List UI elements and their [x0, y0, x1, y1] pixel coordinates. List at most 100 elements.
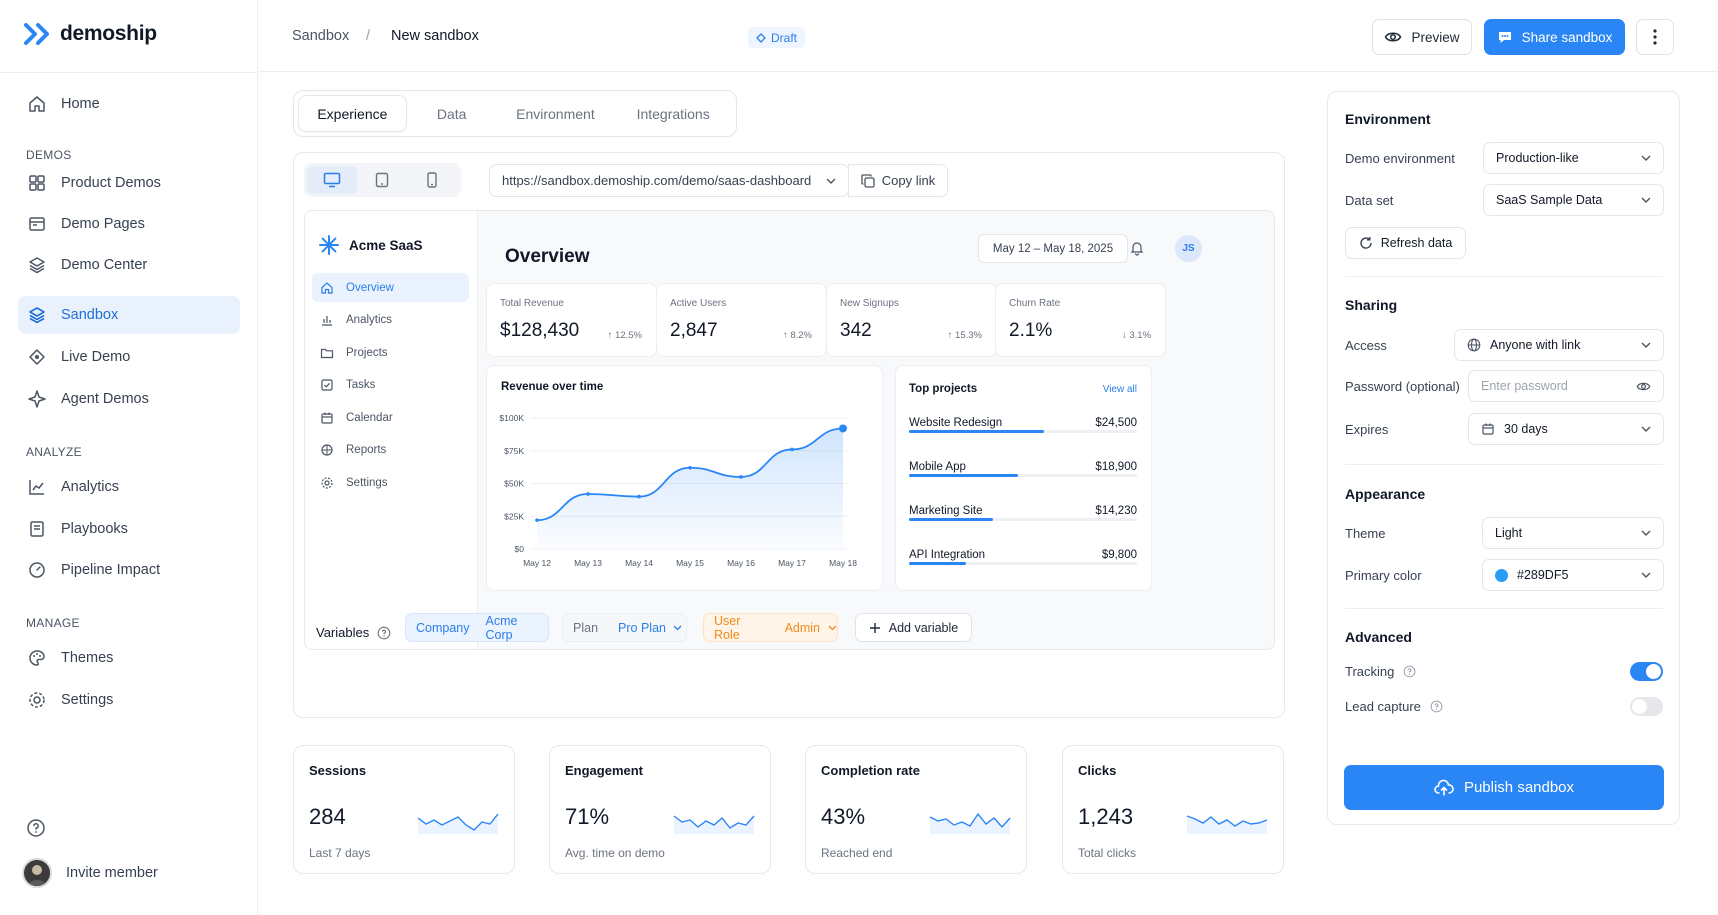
- primary-color-select[interactable]: #289DF5: [1482, 559, 1664, 591]
- preview-button[interactable]: Preview: [1372, 19, 1472, 55]
- demo-environment-select[interactable]: Production-like: [1483, 142, 1664, 174]
- sparkline: [1186, 815, 1268, 834]
- expires-select[interactable]: 30 days: [1468, 413, 1664, 445]
- url-dropdown[interactable]: https://sandbox.demoship.com/demo/saas-d…: [489, 164, 849, 197]
- sidebar-item-settings[interactable]: Settings: [18, 681, 240, 719]
- preview-nav-calendar[interactable]: Calendar: [312, 403, 469, 432]
- sidebar-item-live-demo[interactable]: Live Demo: [18, 338, 240, 376]
- mobile-icon: [427, 172, 437, 188]
- variable-company-chip[interactable]: Company Acme Corp: [405, 613, 549, 642]
- variable-plan-chip[interactable]: Plan Pro Plan: [562, 613, 687, 642]
- sidebar-item-agent-demos[interactable]: Agent Demos: [18, 380, 240, 418]
- help-icon[interactable]: [26, 818, 46, 838]
- access-select[interactable]: Anyone with link: [1454, 329, 1664, 361]
- progress-fill: [909, 474, 1019, 477]
- desktop-view-button[interactable]: [307, 166, 357, 194]
- chevron-down-icon: [1641, 155, 1651, 161]
- date-range-picker[interactable]: May 12 – May 18, 2025: [978, 234, 1128, 263]
- variable-user-role-chip[interactable]: User Role Admin: [703, 613, 838, 642]
- sidebar-item-label: Pipeline Impact: [61, 562, 161, 578]
- calendar-icon: [1481, 422, 1495, 436]
- select-value: Production-like: [1496, 151, 1579, 165]
- info-icon[interactable]: [1430, 700, 1443, 713]
- project-row: Marketing Site $14,230: [909, 505, 1137, 521]
- sidebar-item-label: Demo Center: [61, 257, 148, 273]
- preview-nav-tasks[interactable]: Tasks: [312, 370, 469, 399]
- y-tick-label: $75K: [504, 446, 524, 456]
- divider: [1345, 608, 1663, 609]
- preview-nav-projects[interactable]: Projects: [312, 338, 469, 367]
- preview-nav-analytics[interactable]: Analytics: [312, 305, 469, 334]
- publish-label: Publish sandbox: [1463, 779, 1575, 796]
- preview-frame: https://sandbox.demoship.com/demo/saas-d…: [293, 152, 1285, 718]
- theme-select[interactable]: Light: [1482, 517, 1664, 549]
- project-value: $9,800: [1101, 549, 1137, 561]
- password-field[interactable]: Enter password: [1468, 370, 1664, 402]
- dataset-select[interactable]: SaaS Sample Data: [1483, 184, 1664, 216]
- settings-panel: Environment Demo environment Production-…: [1327, 91, 1680, 825]
- tab-environment[interactable]: Environment: [516, 105, 595, 122]
- sidebar-item-playbooks[interactable]: Playbooks: [18, 510, 240, 548]
- chevron-down-icon: [1641, 197, 1651, 203]
- tablet-view-button[interactable]: [357, 166, 407, 194]
- sidebar-item-themes[interactable]: Themes: [18, 639, 240, 677]
- sidebar-item-demo-center[interactable]: Demo Center: [18, 246, 240, 284]
- bell-icon[interactable]: [1129, 240, 1145, 256]
- stat-card-engagement: Engagement 71% Avg. time on demo: [549, 745, 771, 874]
- user-avatar[interactable]: JS: [1175, 235, 1202, 262]
- sidebar-item-sandbox[interactable]: Sandbox: [18, 296, 240, 334]
- lead-capture-toggle[interactable]: [1630, 697, 1663, 716]
- invite-member-button[interactable]: Invite member: [22, 858, 158, 888]
- browser-icon: [27, 214, 47, 234]
- tab-integrations[interactable]: Integrations: [636, 105, 710, 122]
- chevron-down-icon: [1641, 530, 1651, 536]
- refresh-data-button[interactable]: Refresh data: [1345, 227, 1466, 259]
- breadcrumb-sandbox[interactable]: Sandbox: [292, 28, 350, 44]
- app-preview: Acme SaaS Overview Analytics Projects Ta…: [304, 210, 1275, 650]
- advanced-heading: Advanced: [1345, 629, 1412, 645]
- sidebar-item-label: Demo Pages: [61, 216, 145, 232]
- project-progress: [909, 518, 1137, 521]
- info-icon[interactable]: [377, 626, 391, 640]
- info-icon[interactable]: [1403, 665, 1416, 678]
- preview-page-title: Overview: [505, 246, 590, 267]
- variables-label-group: Variables: [316, 625, 391, 640]
- sidebar-item-label: Home: [61, 96, 100, 112]
- share-label: Share sandbox: [1521, 29, 1613, 45]
- data-point: [637, 494, 641, 499]
- share-sandbox-button[interactable]: Share sandbox: [1484, 19, 1625, 55]
- live-icon: [27, 347, 47, 367]
- logo[interactable]: demoship: [24, 22, 157, 46]
- sidebar-item-analytics[interactable]: Analytics: [18, 468, 240, 506]
- kpi-change: ↑ 8.2%: [782, 330, 812, 341]
- avatar: [22, 858, 52, 888]
- kpi-card: Active Users 2,847 ↑ 8.2%: [656, 283, 827, 357]
- sparkline: [929, 812, 1011, 834]
- sidebar-item-demo-pages[interactable]: Demo Pages: [18, 205, 240, 243]
- preview-nav-reports[interactable]: Reports: [312, 435, 469, 464]
- cloud-upload-icon: [1434, 779, 1454, 797]
- sidebar-item-product-demos[interactable]: Product Demos: [18, 164, 240, 202]
- copy-link-button[interactable]: Copy link: [848, 164, 948, 197]
- sidebar-item-home[interactable]: Home: [18, 85, 240, 123]
- add-variable-button[interactable]: Add variable: [855, 613, 972, 642]
- publish-sandbox-button[interactable]: Publish sandbox: [1344, 765, 1664, 810]
- project-name: Mobile App: [909, 461, 966, 473]
- preview-nav-overview[interactable]: Overview: [312, 273, 469, 302]
- eye-icon[interactable]: [1636, 379, 1651, 394]
- view-all-link[interactable]: View all: [1102, 384, 1137, 395]
- sidebar-item-pipeline-impact[interactable]: Pipeline Impact: [18, 551, 240, 589]
- breadcrumb-separator: /: [366, 28, 371, 44]
- tab-data[interactable]: Data: [436, 105, 467, 122]
- sidebar-item-label: Themes: [61, 650, 114, 666]
- project-row: Website Redesign $24,500: [909, 417, 1137, 433]
- more-options-button[interactable]: [1636, 19, 1674, 55]
- globe-icon: [1467, 338, 1481, 352]
- mobile-view-button[interactable]: [407, 166, 457, 194]
- preview-nav-settings[interactable]: Settings: [312, 468, 469, 497]
- appearance-heading: Appearance: [1345, 486, 1426, 502]
- tracking-toggle[interactable]: [1630, 662, 1663, 681]
- url-text: https://sandbox.demoship.com/demo/saas-d…: [502, 173, 812, 188]
- color-swatch: [1495, 568, 1508, 582]
- tab-experience[interactable]: Experience: [298, 95, 407, 132]
